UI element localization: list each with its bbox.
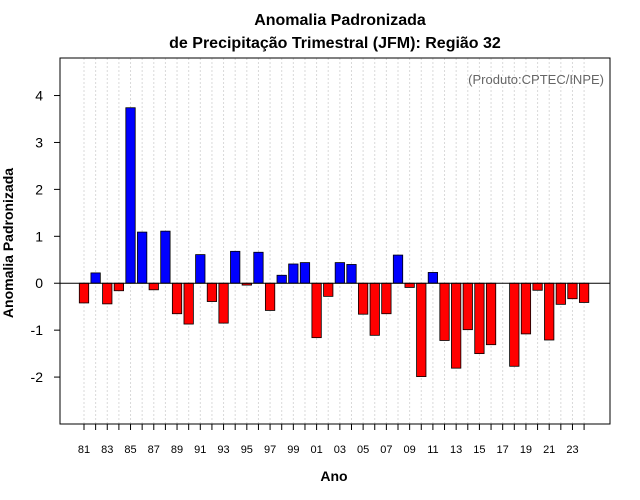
x-tick-label: 89 xyxy=(171,444,183,456)
x-tick-label: 15 xyxy=(473,444,485,456)
x-axis: 81 83 85 87 89 91 93 95 97 99 01 03 05 07 09 11 13 15 17 19… xyxy=(78,424,585,456)
x-tick-label: 87 xyxy=(148,444,160,456)
bar-07 xyxy=(381,282,392,315)
bar-20 xyxy=(532,282,543,291)
x-tick-label: 91 xyxy=(194,444,206,456)
bar-00 xyxy=(299,262,311,284)
x-tick-label: 07 xyxy=(380,444,392,456)
chart-title: Anomalia Padronizada xyxy=(254,12,426,29)
bar-06 xyxy=(369,282,380,336)
bar-18 xyxy=(509,282,520,367)
bar-24 xyxy=(578,282,590,303)
x-tick-label: 85 xyxy=(124,444,136,456)
grid-lines xyxy=(83,58,585,424)
bar-92 xyxy=(206,282,218,302)
bar-83 xyxy=(102,282,113,305)
bar-16 xyxy=(485,282,497,346)
bar-90 xyxy=(183,282,194,325)
bar-87 xyxy=(148,282,159,291)
bar-84 xyxy=(113,282,124,292)
bar-11 xyxy=(427,272,439,284)
chart-subtitle: de Precipitação Trimestral (JFM): Região… xyxy=(169,35,501,52)
x-tick-label: 03 xyxy=(334,444,346,456)
x-tick-label: 23 xyxy=(566,444,578,456)
bar-98 xyxy=(276,274,287,284)
bar-82 xyxy=(90,272,101,284)
bar-02 xyxy=(323,282,334,297)
bar-99 xyxy=(288,263,299,284)
y-tick-label: 3 xyxy=(35,134,43,150)
bar-81 xyxy=(78,282,90,304)
bar-15 xyxy=(474,282,485,355)
bar-21 xyxy=(544,282,555,341)
bar-13 xyxy=(451,282,462,369)
bar-97 xyxy=(264,282,276,311)
y-tick-label: 0 xyxy=(35,275,43,291)
y-tick-label: 1 xyxy=(35,228,43,244)
x-tick-label: 99 xyxy=(287,444,299,456)
x-tick-label: 17 xyxy=(497,444,509,456)
bar-05 xyxy=(358,282,369,315)
x-tick-label: 81 xyxy=(78,444,90,456)
y-tick-label: -1 xyxy=(31,322,44,338)
x-tick-label: 19 xyxy=(520,444,532,456)
bar-88 xyxy=(160,230,171,284)
plot-frame xyxy=(59,57,611,425)
bar-91 xyxy=(195,254,206,284)
bar-86 xyxy=(137,231,148,284)
y-axis: -2 -1 0 1 2 3 4 xyxy=(31,88,60,385)
bar-85 xyxy=(125,107,136,284)
y-tick-label: 2 xyxy=(35,181,43,197)
x-tick-label: 21 xyxy=(543,444,555,456)
x-tick-label: 95 xyxy=(241,444,253,456)
x-tick-label: 09 xyxy=(404,444,416,456)
bar-12 xyxy=(439,282,450,341)
x-tick-label: 01 xyxy=(310,444,322,456)
x-tick-label: 13 xyxy=(450,444,462,456)
bars xyxy=(78,107,590,378)
x-tick-label: 83 xyxy=(101,444,113,456)
y-tick-label: 4 xyxy=(35,88,43,104)
x-tick-label: 05 xyxy=(357,444,369,456)
bar-22 xyxy=(555,282,566,305)
x-axis-label: Ano xyxy=(320,468,347,484)
credit-text: (Produto:CPTEC/INPE) xyxy=(468,72,604,87)
bar-03 xyxy=(334,262,345,284)
bar-04 xyxy=(346,264,357,284)
x-tick-label: 93 xyxy=(217,444,229,456)
bar-09 xyxy=(404,282,415,288)
bar-01 xyxy=(311,282,322,339)
x-tick-label: 97 xyxy=(264,444,276,456)
bar-14 xyxy=(462,282,473,331)
bar-10 xyxy=(416,282,427,378)
bar-19 xyxy=(520,282,532,335)
bar-23 xyxy=(567,282,578,300)
bar-93 xyxy=(218,282,229,324)
x-tick-label: 11 xyxy=(427,444,438,456)
y-axis-label: Anomalia Padronizada xyxy=(0,168,16,318)
bar-89 xyxy=(171,282,183,315)
y-tick-label: -2 xyxy=(31,369,44,385)
bar-94 xyxy=(230,250,241,284)
bar-08 xyxy=(392,254,404,284)
bar-96 xyxy=(253,251,264,284)
